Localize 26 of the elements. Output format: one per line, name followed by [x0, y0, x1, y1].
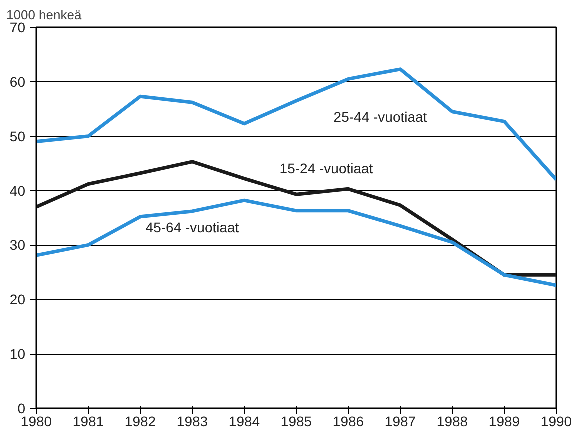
x-tick-label: 1985: [280, 414, 312, 430]
y-tick-label: 60: [10, 74, 26, 90]
y-axis-title: 1000 henkeä: [6, 8, 82, 22]
x-tick-label: 1982: [124, 414, 156, 430]
x-tick-label: 1980: [20, 414, 52, 430]
series-label: 25-44 -vuotiaat: [334, 109, 428, 126]
x-tick-label: 1987: [384, 414, 416, 430]
series-label: 45-64 -vuotiaat: [146, 219, 240, 236]
line-series: [36, 198, 556, 288]
x-tick-label: 1984: [228, 414, 260, 430]
line-series: [36, 68, 556, 182]
x-tick-label: 1981: [72, 414, 104, 430]
y-tick-label: 10: [10, 346, 26, 362]
y-tick-label: 30: [10, 237, 26, 254]
line-series: [36, 160, 556, 277]
x-tick-label: 1988: [436, 414, 468, 430]
x-tick-label: 1983: [176, 414, 208, 430]
x-tick-label: 1986: [332, 414, 364, 430]
y-tick-label: 0: [18, 400, 26, 416]
series-label: 15-24 -vuotiaat: [280, 160, 374, 177]
y-tick-label: 20: [10, 292, 26, 308]
y-tick-label: 40: [10, 182, 26, 199]
x-tick-label: 1990: [540, 414, 572, 430]
y-tick-label: 70: [10, 20, 26, 36]
y-tick-label: 50: [10, 128, 26, 144]
x-tick-label: 1989: [488, 414, 520, 430]
